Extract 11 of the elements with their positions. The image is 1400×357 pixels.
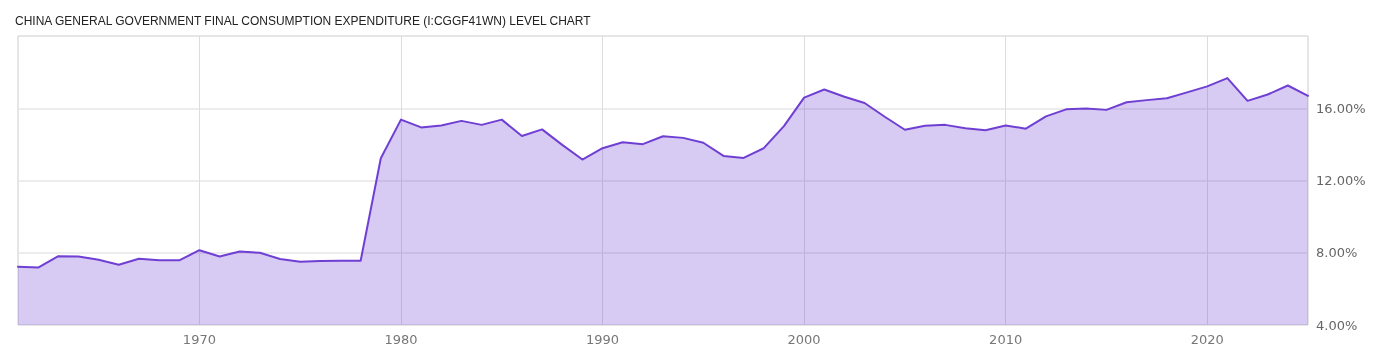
- x-tick-label: 2010: [989, 332, 1023, 347]
- x-tick-label: 2020: [1190, 332, 1224, 347]
- x-tick-label: 1990: [585, 332, 620, 347]
- y-tick-label: 16.00%: [1316, 100, 1366, 116]
- x-tick-label: 1980: [384, 332, 418, 347]
- x-tick-label: 1970: [182, 332, 216, 347]
- y-tick-label: 12.00%: [1316, 173, 1366, 188]
- chart-title: CHINA GENERAL GOVERNMENT FINAL CONSUMPTION EXPENDITURE (I:CGGF41WN) LEVEL CHART: [15, 14, 592, 28]
- y-tick-label: 4.00%: [1316, 317, 1358, 333]
- x-tick-label: 2000: [787, 332, 821, 347]
- y-tick-label: 8.00%: [1316, 245, 1358, 261]
